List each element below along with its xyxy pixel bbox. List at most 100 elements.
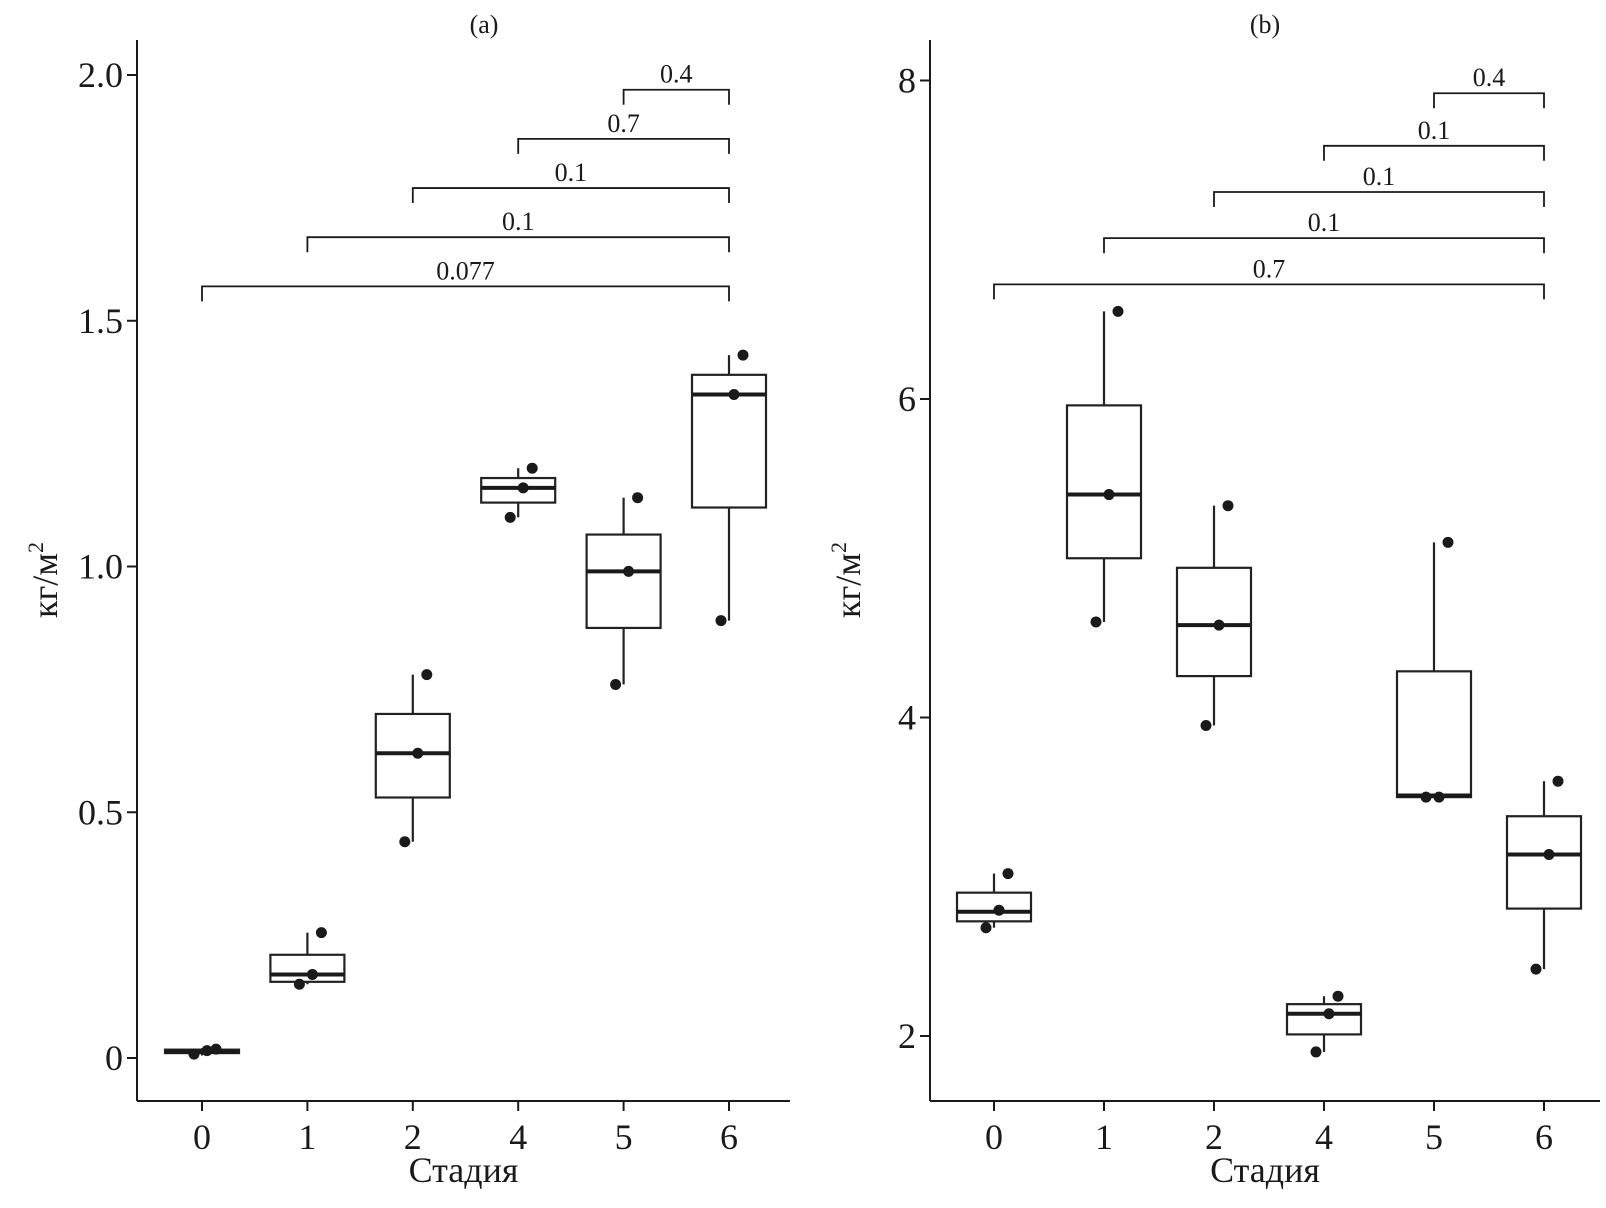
p-value-label: 0.1: [1363, 162, 1396, 191]
data-point: [1332, 990, 1344, 1002]
bracket-line: [1433, 92, 1545, 109]
comparison-bracket: 0.7: [993, 254, 1545, 300]
box-0: [955, 873, 1033, 928]
x-tick-label: 1: [1095, 1117, 1113, 1157]
comparison-bracket: 0.1: [1103, 208, 1545, 254]
box-4: [1285, 996, 1363, 1052]
box-iqr: [1065, 404, 1143, 560]
x-tick-label: 0: [193, 1117, 211, 1157]
x-tick-label: 1: [298, 1117, 316, 1157]
box-6: [1505, 781, 1583, 970]
data-point: [1433, 791, 1445, 803]
panel-a: (a)00.51.01.52.00 1 2 4 5 6Стадиякг/м20.0770.…: [23, 10, 790, 1190]
x-axis-title: Стадия: [1210, 1150, 1320, 1190]
y-tick-label: 1.5: [78, 301, 123, 341]
y-tick-label: 1.0: [78, 547, 123, 587]
comparison-bracket: 0.1: [306, 207, 730, 253]
data-point: [980, 922, 992, 934]
data-point: [517, 482, 529, 494]
comparison-bracket: 0.1: [411, 158, 730, 204]
comparison-bracket: 0.1: [1323, 116, 1545, 161]
box-iqr: [480, 476, 557, 504]
panel-title: (b): [1250, 10, 1280, 39]
data-point: [715, 615, 727, 627]
y-axis-title-text: кг/м: [828, 553, 868, 618]
p-value-label: 0.4: [660, 60, 693, 89]
data-point: [421, 669, 433, 681]
box-2: [374, 674, 451, 842]
box-iqr: [374, 712, 451, 799]
box-1: [1065, 311, 1143, 622]
box-iqr: [1395, 670, 1473, 799]
data-point: [1323, 1008, 1335, 1020]
comparison-bracket: 0.077: [201, 256, 730, 302]
y-tick-label: 2.0: [78, 55, 123, 95]
box-iqr: [269, 953, 346, 983]
x-tick-label: 2: [1205, 1117, 1223, 1157]
x-tick-label: 5: [615, 1117, 633, 1157]
box-iqr: [1175, 566, 1253, 678]
p-value-label: 0.1: [1308, 208, 1341, 237]
p-value-label: 0.077: [436, 256, 495, 285]
data-point: [993, 904, 1005, 916]
bracket-line: [517, 137, 730, 154]
data-point: [632, 492, 644, 504]
box-iqr: [955, 891, 1033, 923]
x-tick-label: 4: [509, 1117, 527, 1157]
data-point: [1002, 868, 1014, 880]
data-point: [1530, 963, 1542, 975]
box-iqr: [1505, 815, 1583, 910]
y-tick-label: 8: [898, 61, 916, 101]
data-point: [728, 388, 740, 400]
comparison-bracket: 0.7: [517, 109, 730, 154]
box-iqr: [690, 373, 768, 509]
data-point: [1213, 619, 1225, 631]
data-point: [623, 565, 635, 577]
data-point: [1552, 775, 1564, 787]
x-tick-label: 4: [1315, 1117, 1333, 1157]
comparison-bracket: 0.4: [1433, 63, 1545, 109]
box-5: [585, 497, 662, 685]
box-iqr: [1285, 1003, 1363, 1036]
data-point: [293, 978, 305, 990]
data-point: [526, 462, 538, 474]
data-point: [1222, 500, 1234, 512]
data-point: [1543, 848, 1555, 860]
x-tick-label: 2: [404, 1117, 422, 1157]
bracket-line: [622, 88, 730, 105]
p-value-label: 0.7: [607, 109, 640, 138]
p-value-label: 0.1: [555, 158, 588, 187]
y-axis-title: кг/м2: [23, 542, 65, 618]
panel-title: (a): [470, 10, 499, 39]
box-4: [480, 468, 557, 518]
y-tick-label: 4: [898, 698, 916, 738]
bracket-line: [1323, 144, 1545, 161]
y-axis-title: кг/м2: [826, 542, 868, 618]
box-iqr: [585, 533, 662, 630]
data-point: [201, 1045, 213, 1057]
y-tick-label: 6: [898, 379, 916, 419]
box-5: [1395, 542, 1473, 799]
bracket-line: [201, 285, 730, 302]
bracket-line: [993, 283, 1545, 300]
y-tick-label: 0.5: [78, 792, 123, 832]
data-point: [1090, 616, 1102, 628]
x-tick-label: 6: [720, 1117, 738, 1157]
p-value-label: 0.7: [1253, 254, 1286, 283]
data-point: [315, 927, 327, 939]
p-value-label: 0.4: [1473, 63, 1506, 92]
y-axis-title-superscript: 2: [23, 542, 48, 553]
data-point: [1310, 1046, 1322, 1058]
data-point: [1103, 489, 1115, 501]
data-point: [1420, 791, 1432, 803]
y-axis-title-superscript: 2: [826, 542, 851, 553]
bracket-line: [1213, 191, 1545, 207]
data-point: [610, 678, 622, 690]
data-point: [1442, 536, 1454, 548]
y-tick-label: 2: [898, 1016, 916, 1056]
data-point: [306, 968, 318, 980]
x-tick-label: 0: [985, 1117, 1003, 1157]
data-point: [412, 747, 424, 759]
